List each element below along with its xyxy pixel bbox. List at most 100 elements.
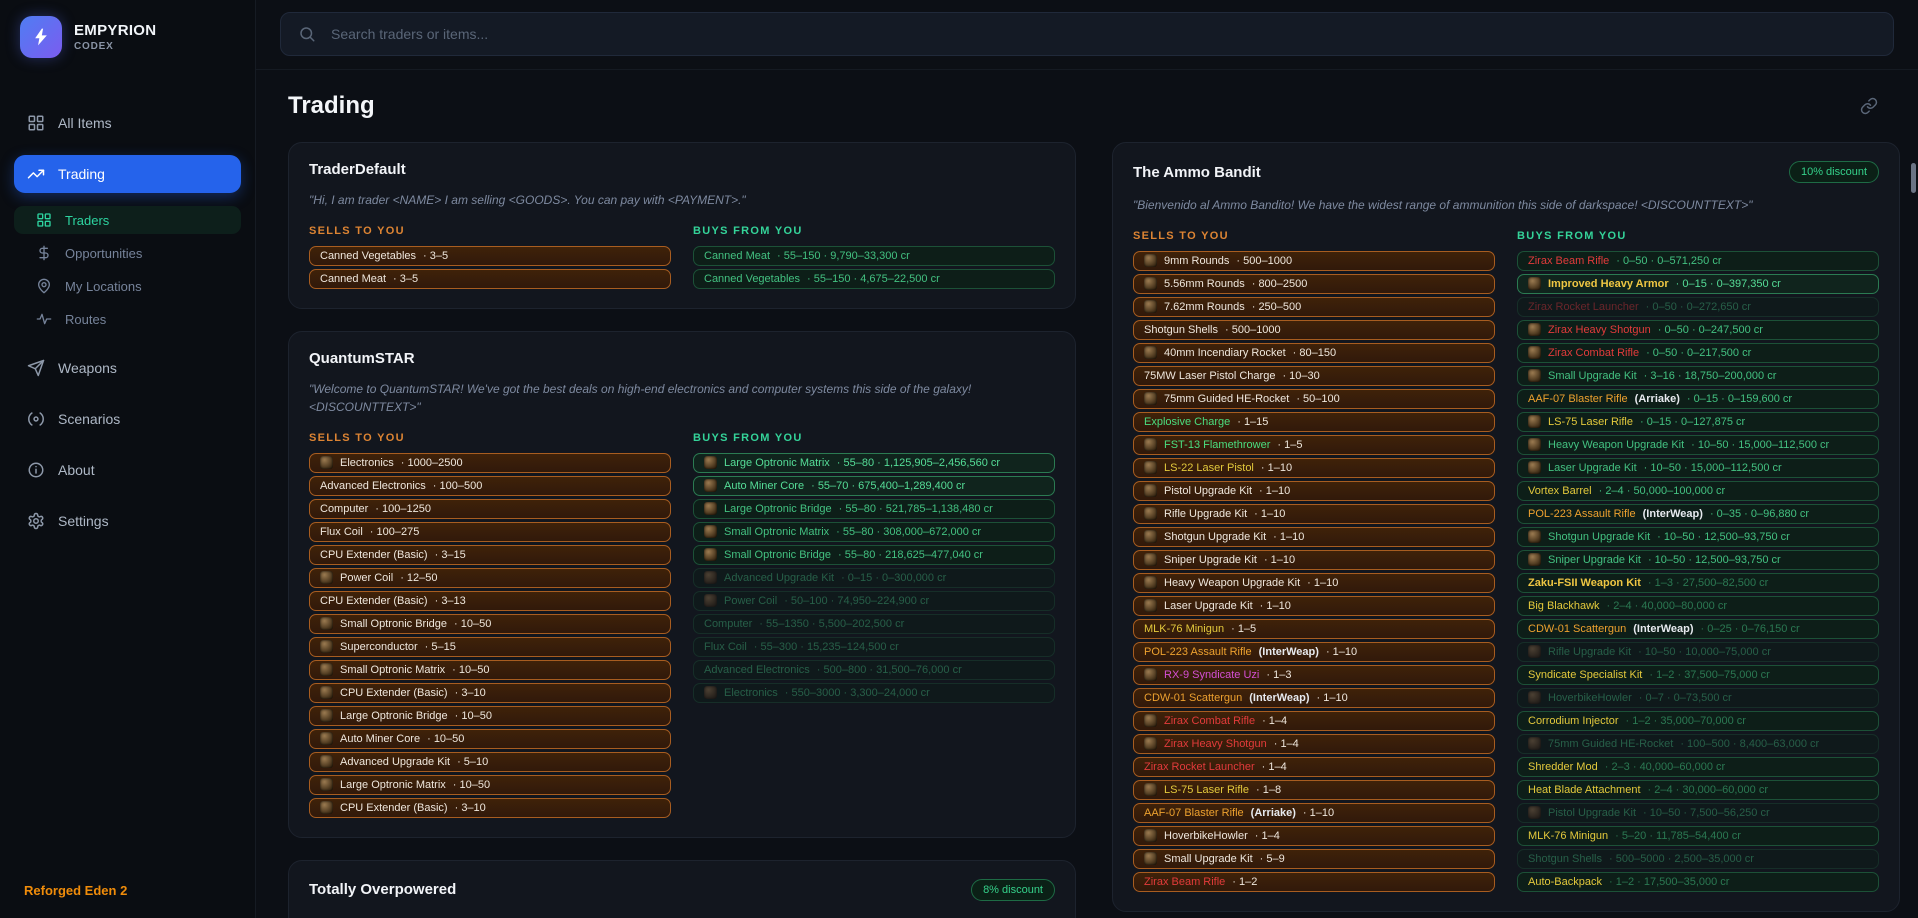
buy-item[interactable]: POL-223 Assault Rifle (InterWeap) · 0–35 … bbox=[1517, 503, 1879, 524]
buy-item[interactable]: Auto-Backpack · 1–2 · 17,500–35,000 cr bbox=[1517, 871, 1879, 892]
buy-item[interactable]: Laser Upgrade Kit · 10–50 · 15,000–112,5… bbox=[1517, 457, 1879, 478]
sell-item[interactable]: Zirax Beam Rifle · 1–2 bbox=[1133, 871, 1495, 892]
sidebar-item-my-locations[interactable]: My Locations bbox=[14, 272, 241, 300]
sell-item[interactable]: Zirax Heavy Shotgun · 1–4 bbox=[1133, 733, 1495, 754]
buy-item[interactable]: Small Optronic Matrix · 55–80 · 308,000–… bbox=[693, 521, 1055, 542]
sell-item[interactable]: POL-223 Assault Rifle (InterWeap) · 1–10 bbox=[1133, 641, 1495, 662]
sell-item[interactable]: LS-22 Laser Pistol · 1–10 bbox=[1133, 457, 1495, 478]
search-input[interactable] bbox=[329, 25, 1876, 43]
sell-item[interactable]: Flux Coil · 100–275 bbox=[309, 521, 671, 542]
buy-item[interactable]: Corrodium Injector · 1–2 · 35,000–70,000… bbox=[1517, 710, 1879, 731]
sell-item[interactable]: Shotgun Shells · 500–1000 bbox=[1133, 319, 1495, 340]
sell-item[interactable]: Canned Meat · 3–5 bbox=[309, 268, 671, 289]
buy-item[interactable]: Rifle Upgrade Kit · 10–50 · 10,000–75,00… bbox=[1517, 641, 1879, 662]
sell-item[interactable]: Large Optronic Bridge · 10–50 bbox=[309, 705, 671, 726]
buy-item[interactable]: CDW-01 Scattergun (InterWeap) · 0–25 · 0–… bbox=[1517, 618, 1879, 639]
buy-item[interactable]: Shotgun Upgrade Kit · 10–50 · 12,500–93,… bbox=[1517, 526, 1879, 547]
buy-item[interactable]: Advanced Electronics · 500–800 · 31,500–… bbox=[693, 659, 1055, 680]
buy-item[interactable]: 75mm Guided HE-Rocket · 100–500 · 8,400–… bbox=[1517, 733, 1879, 754]
sell-item[interactable]: CPU Extender (Basic) · 3–13 bbox=[309, 590, 671, 611]
sell-item[interactable]: 5.56mm Rounds · 800–2500 bbox=[1133, 273, 1495, 294]
link-icon[interactable] bbox=[1860, 97, 1878, 115]
sell-item[interactable]: Sniper Upgrade Kit · 1–10 bbox=[1133, 549, 1495, 570]
buy-item[interactable]: HoverbikeHowler · 0–7 · 0–73,500 cr bbox=[1517, 687, 1879, 708]
buy-item[interactable]: AAF-07 Blaster Rifle (Arriake) · 0–15 · 0… bbox=[1517, 388, 1879, 409]
buy-item[interactable]: Sniper Upgrade Kit · 10–50 · 12,500–93,7… bbox=[1517, 549, 1879, 570]
buy-item[interactable]: Heavy Weapon Upgrade Kit · 10–50 · 15,00… bbox=[1517, 434, 1879, 455]
sell-item[interactable]: FST-13 Flamethrower · 1–5 bbox=[1133, 434, 1495, 455]
sell-item[interactable]: CDW-01 Scattergun (InterWeap) · 1–10 bbox=[1133, 687, 1495, 708]
sell-item[interactable]: Advanced Electronics · 100–500 bbox=[309, 475, 671, 496]
sell-item[interactable]: HoverbikeHowler · 1–4 bbox=[1133, 825, 1495, 846]
scrollbar-thumb[interactable] bbox=[1911, 163, 1916, 193]
sell-item[interactable]: CPU Extender (Basic) · 3–10 bbox=[309, 682, 671, 703]
sell-item[interactable]: Advanced Upgrade Kit · 5–10 bbox=[309, 751, 671, 772]
buy-item[interactable]: Large Optronic Matrix · 55–80 · 1,125,90… bbox=[693, 452, 1055, 473]
buy-item[interactable]: Canned Meat · 55–150 · 9,790–33,300 cr bbox=[693, 245, 1055, 266]
buy-item[interactable]: Zaku-FSII Weapon Kit · 1–3 · 27,500–82,5… bbox=[1517, 572, 1879, 593]
sell-item[interactable]: Zirax Rocket Launcher · 1–4 bbox=[1133, 756, 1495, 777]
sell-item[interactable]: Large Optronic Matrix · 10–50 bbox=[309, 774, 671, 795]
sidebar-item-settings[interactable]: Settings bbox=[14, 502, 241, 540]
sell-item[interactable]: Electronics · 1000–2500 bbox=[309, 452, 671, 473]
sell-item[interactable]: CPU Extender (Basic) · 3–10 bbox=[309, 797, 671, 818]
buy-item[interactable]: Improved Heavy Armor · 0–15 · 0–397,350 … bbox=[1517, 273, 1879, 294]
brand[interactable]: EMPYRION CODEX bbox=[14, 14, 241, 60]
sidebar-item-about[interactable]: About bbox=[14, 451, 241, 489]
buy-item[interactable]: LS-75 Laser Rifle · 0–15 · 0–127,875 cr bbox=[1517, 411, 1879, 432]
buy-item[interactable]: Shotgun Shells · 500–5000 · 2,500–35,000… bbox=[1517, 848, 1879, 869]
sell-item[interactable]: 40mm Incendiary Rocket · 80–150 bbox=[1133, 342, 1495, 363]
sell-item[interactable]: Small Upgrade Kit · 5–9 bbox=[1133, 848, 1495, 869]
sell-item[interactable]: RX-9 Syndicate Uzi · 1–3 bbox=[1133, 664, 1495, 685]
buy-item[interactable]: Electronics · 550–3000 · 3,300–24,000 cr bbox=[693, 682, 1055, 703]
buy-item[interactable]: Zirax Heavy Shotgun · 0–50 · 0–247,500 c… bbox=[1517, 319, 1879, 340]
buy-item[interactable]: Computer · 55–1350 · 5,500–202,500 cr bbox=[693, 613, 1055, 634]
sidebar-item-weapons[interactable]: Weapons bbox=[14, 349, 241, 387]
sell-item[interactable]: Zirax Combat Rifle · 1–4 bbox=[1133, 710, 1495, 731]
buy-item[interactable]: Zirax Rocket Launcher · 0–50 · 0–272,650… bbox=[1517, 296, 1879, 317]
buy-item[interactable]: MLK-76 Minigun · 5–20 · 11,785–54,400 cr bbox=[1517, 825, 1879, 846]
buy-item[interactable]: Pistol Upgrade Kit · 10–50 · 7,500–56,25… bbox=[1517, 802, 1879, 823]
sell-item[interactable]: LS-75 Laser Rifle · 1–8 bbox=[1133, 779, 1495, 800]
sell-item[interactable]: Canned Vegetables · 3–5 bbox=[309, 245, 671, 266]
buy-item[interactable]: Syndicate Specialist Kit · 1–2 · 37,500–… bbox=[1517, 664, 1879, 685]
sidebar-item-traders[interactable]: Traders bbox=[14, 206, 241, 234]
sell-item[interactable]: 75MW Laser Pistol Charge · 10–30 bbox=[1133, 365, 1495, 386]
sidebar-item-opportunities[interactable]: Opportunities bbox=[14, 239, 241, 267]
buy-item[interactable]: Power Coil · 50–100 · 74,950–224,900 cr bbox=[693, 590, 1055, 611]
search-box[interactable] bbox=[280, 12, 1894, 56]
sell-item[interactable]: Power Coil · 12–50 bbox=[309, 567, 671, 588]
sell-item[interactable]: AAF-07 Blaster Rifle (Arriake) · 1–10 bbox=[1133, 802, 1495, 823]
sell-item[interactable]: Small Optronic Matrix · 10–50 bbox=[309, 659, 671, 680]
sell-item[interactable]: Auto Miner Core · 10–50 bbox=[309, 728, 671, 749]
sell-item[interactable]: Small Optronic Bridge · 10–50 bbox=[309, 613, 671, 634]
sell-item[interactable]: Explosive Charge · 1–15 bbox=[1133, 411, 1495, 432]
sell-item[interactable]: Shotgun Upgrade Kit · 1–10 bbox=[1133, 526, 1495, 547]
buy-item[interactable]: Zirax Beam Rifle · 0–50 · 0–571,250 cr bbox=[1517, 250, 1879, 271]
buy-item[interactable]: Large Optronic Bridge · 55–80 · 521,785–… bbox=[693, 498, 1055, 519]
sell-item[interactable]: CPU Extender (Basic) · 3–15 bbox=[309, 544, 671, 565]
buy-item[interactable]: Big Blackhawk · 2–4 · 40,000–80,000 cr bbox=[1517, 595, 1879, 616]
sell-item[interactable]: Heavy Weapon Upgrade Kit · 1–10 bbox=[1133, 572, 1495, 593]
buy-item[interactable]: Auto Miner Core · 55–70 · 675,400–1,289,… bbox=[693, 475, 1055, 496]
buy-item[interactable]: Flux Coil · 55–300 · 15,235–124,500 cr bbox=[693, 636, 1055, 657]
sell-item[interactable]: 7.62mm Rounds · 250–500 bbox=[1133, 296, 1495, 317]
sell-item[interactable]: Computer · 100–1250 bbox=[309, 498, 671, 519]
sidebar-item-all-items[interactable]: All Items bbox=[14, 104, 241, 142]
buy-item[interactable]: Small Optronic Bridge · 55–80 · 218,625–… bbox=[693, 544, 1055, 565]
buy-item[interactable]: Vortex Barrel · 2–4 · 50,000–100,000 cr bbox=[1517, 480, 1879, 501]
buy-item[interactable]: Heat Blade Attachment · 2–4 · 30,000–60,… bbox=[1517, 779, 1879, 800]
buy-item[interactable]: Small Upgrade Kit · 3–16 · 18,750–200,00… bbox=[1517, 365, 1879, 386]
sidebar-item-scenarios[interactable]: Scenarios bbox=[14, 400, 241, 438]
sell-item[interactable]: Laser Upgrade Kit · 1–10 bbox=[1133, 595, 1495, 616]
buy-item[interactable]: Shredder Mod · 2–3 · 40,000–60,000 cr bbox=[1517, 756, 1879, 777]
sell-item[interactable]: 9mm Rounds · 500–1000 bbox=[1133, 250, 1495, 271]
sell-item[interactable]: Rifle Upgrade Kit · 1–10 bbox=[1133, 503, 1495, 524]
buy-item[interactable]: Canned Vegetables · 55–150 · 4,675–22,50… bbox=[693, 268, 1055, 289]
sell-item[interactable]: Pistol Upgrade Kit · 1–10 bbox=[1133, 480, 1495, 501]
sell-item[interactable]: Superconductor · 5–15 bbox=[309, 636, 671, 657]
sell-item[interactable]: 75mm Guided HE-Rocket · 50–100 bbox=[1133, 388, 1495, 409]
sidebar-item-trading[interactable]: Trading bbox=[14, 155, 241, 193]
sell-item[interactable]: MLK-76 Minigun · 1–5 bbox=[1133, 618, 1495, 639]
buy-item[interactable]: Advanced Upgrade Kit · 0–15 · 0–300,000 … bbox=[693, 567, 1055, 588]
